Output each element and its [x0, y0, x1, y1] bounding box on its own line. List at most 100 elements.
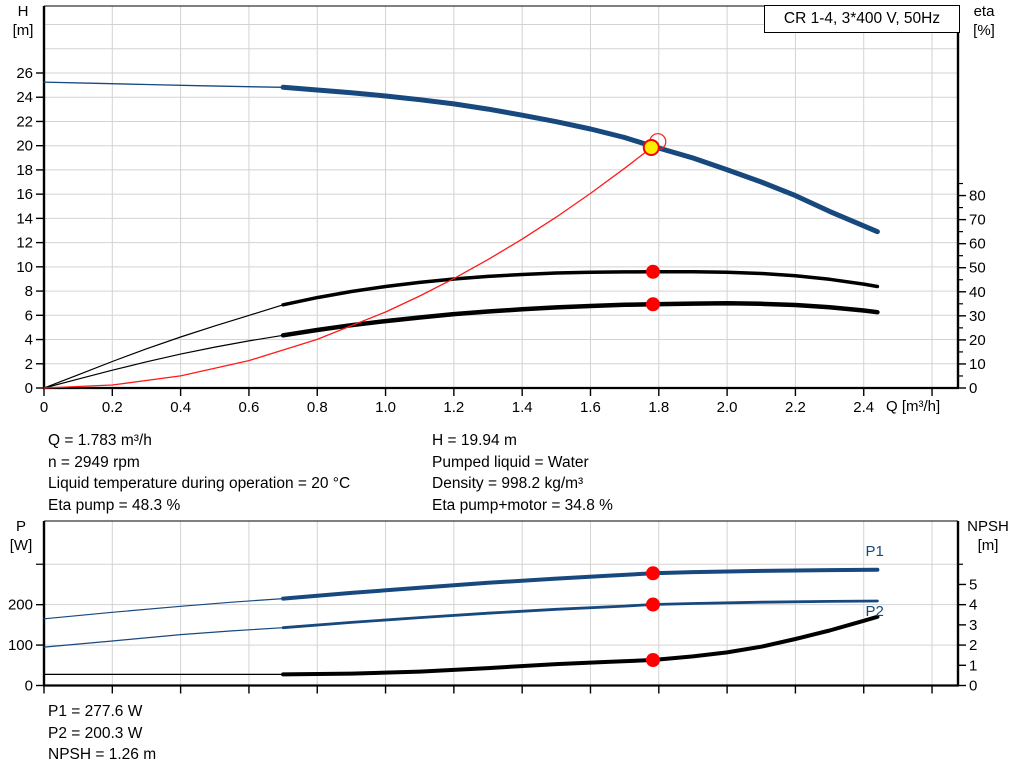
eta-axis-title: eta [%] — [963, 2, 1005, 40]
left-tick-label: 200 — [8, 597, 33, 614]
x-tick-label: 0.4 — [170, 399, 191, 416]
eta-pump-motor-curve-thin — [43, 334, 284, 389]
plot-border — [42, 520, 960, 687]
duty-info-left: Q = 1.783 m³/h n = 2949 rpm Liquid tempe… — [48, 430, 350, 516]
x-tick-label: 1.4 — [512, 399, 533, 416]
info-line-p2: P2 = 200.3 W — [48, 724, 143, 742]
x-tick-label: 0.8 — [307, 399, 328, 416]
left-tick-label: 2 — [25, 356, 33, 373]
info-line-liquid: Pumped liquid = Water — [432, 453, 589, 471]
h-axis-title-unit: [m] — [12, 22, 34, 39]
info-line-eta-pump: Eta pump = 48.3 % — [48, 496, 181, 514]
hq-eta-chart: 0 0.2 0.4 0.6 0.8 1.0 1.2 1.4 1.6 1.8 2.0 2.2 2.4024… — [16, 5, 986, 416]
gridlines — [44, 521, 958, 686]
p2-operating-point — [645, 597, 660, 612]
right-tick-label: 40 — [969, 284, 986, 301]
p-axis-title: P [W] — [4, 517, 38, 555]
x-tick-label: 2.4 — [853, 399, 874, 416]
info-line-density: Density = 998.2 kg/m³ — [432, 475, 584, 492]
left-tick-label: 16 — [16, 186, 33, 203]
p2-curve — [281, 599, 879, 630]
series — [43, 81, 880, 389]
q-axis-title: Q [m³/h] — [886, 398, 941, 415]
power-info-block: P1 = 277.6 W P2 = 200.3 W NPSH = 1.26 m — [48, 701, 156, 766]
npsh-curve — [281, 614, 880, 677]
right-axis-ticks: 0 10 20 30 40 50 60 70 80 — [958, 182, 986, 397]
info-line-npsh: NPSH = 1.26 m — [48, 746, 157, 763]
x-tick-label: 1.2 — [443, 399, 464, 416]
npsh-axis-title-unit: [m] — [977, 537, 999, 554]
x-axis-ticks — [43, 685, 933, 694]
p1-curve-label: P1 — [865, 543, 883, 560]
info-line-q: Q = 1.783 m³/h — [48, 432, 152, 449]
eta-pump-motor-curve — [280, 301, 880, 338]
x-tick-label: 1.0 — [375, 399, 396, 416]
left-tick-label: 24 — [16, 89, 33, 106]
p1-curve-thin — [43, 598, 284, 620]
right-tick-label: 30 — [969, 308, 986, 325]
right-tick-label: 2 — [969, 637, 977, 654]
p-axis-title-symbol: P — [15, 518, 26, 535]
eta-pump-curve — [281, 269, 880, 307]
eta-axis-title-unit: [%] — [973, 22, 995, 39]
eta-pump-operating-point — [645, 264, 660, 279]
left-tick-label: 12 — [16, 235, 33, 252]
right-axis-ticks: 0 1 2 3 4 5 — [958, 563, 977, 695]
qh-curve-thin — [43, 81, 284, 88]
x-tick-label: 1.8 — [648, 399, 669, 416]
right-tick-label: 0 — [969, 678, 977, 695]
eta-axis-title-symbol: eta — [973, 3, 995, 20]
p2-curve-label: P2 — [865, 603, 883, 620]
left-tick-label: 0 — [25, 678, 33, 695]
p1-operating-point — [645, 566, 660, 581]
left-tick-label: 0 — [25, 380, 33, 397]
right-tick-label: 60 — [969, 236, 986, 253]
left-tick-label: 10 — [16, 259, 33, 276]
right-tick-label: 3 — [969, 617, 977, 634]
right-tick-label: 5 — [969, 576, 977, 593]
eta-pump-curve-thin — [43, 304, 284, 389]
info-line-temperature: Liquid temperature during operation = 20… — [48, 475, 351, 492]
right-tick-label: 0 — [969, 380, 977, 397]
left-tick-label: 14 — [16, 210, 33, 227]
h-axis-title-symbol: H — [17, 3, 29, 20]
npsh-axis-title-symbol: NPSH — [967, 518, 1009, 535]
left-tick-label: 22 — [16, 113, 33, 130]
p-axis-title-unit: [W] — [9, 537, 33, 554]
right-tick-label: 10 — [969, 356, 986, 373]
info-line-speed: n = 2949 rpm — [48, 453, 140, 471]
eta-pump-motor-operating-point — [645, 297, 660, 312]
right-tick-label: 20 — [969, 332, 986, 349]
x-tick-label: 0.2 — [102, 399, 123, 416]
power-npsh-chart: 0 100 200 0 1 2 3 4 5 P1 P2 — [8, 520, 977, 695]
right-tick-label: 50 — [969, 260, 986, 277]
right-tick-label: 1 — [969, 657, 977, 674]
h-axis-title: H [m] — [6, 2, 40, 40]
right-tick-label: 70 — [969, 212, 986, 229]
duty-info-right: H = 19.94 m Pumped liquid = Water Densit… — [432, 430, 613, 516]
x-tick-label: 0.6 — [239, 399, 260, 416]
p2-curve-thin — [43, 627, 284, 648]
npsh-operating-point — [645, 653, 660, 668]
right-tick-label: 4 — [969, 597, 977, 614]
left-tick-label: 26 — [16, 65, 33, 82]
left-tick-label: 100 — [8, 637, 33, 654]
left-tick-label: 6 — [25, 307, 33, 324]
info-line-p1: P1 = 277.6 W — [48, 703, 143, 720]
left-tick-label: 4 — [25, 332, 33, 349]
qh-curve — [280, 84, 880, 235]
x-tick-label: 2.0 — [717, 399, 738, 416]
series — [43, 567, 880, 677]
left-tick-label: 18 — [16, 162, 33, 179]
gridlines — [44, 6, 958, 388]
x-tick-label: 1.6 — [580, 399, 601, 416]
markers — [645, 566, 660, 668]
x-axis-ticks: 0 0.2 0.4 0.6 0.8 1.0 1.2 1.4 1.6 1.8 2.0 2.2 2.4 — [40, 388, 933, 416]
system-curve — [43, 145, 654, 389]
npsh-axis-title: NPSH [m] — [960, 517, 1016, 555]
x-tick-label: 0 — [40, 399, 48, 416]
right-tick-label: 80 — [969, 188, 986, 205]
left-tick-label: 20 — [16, 138, 33, 155]
